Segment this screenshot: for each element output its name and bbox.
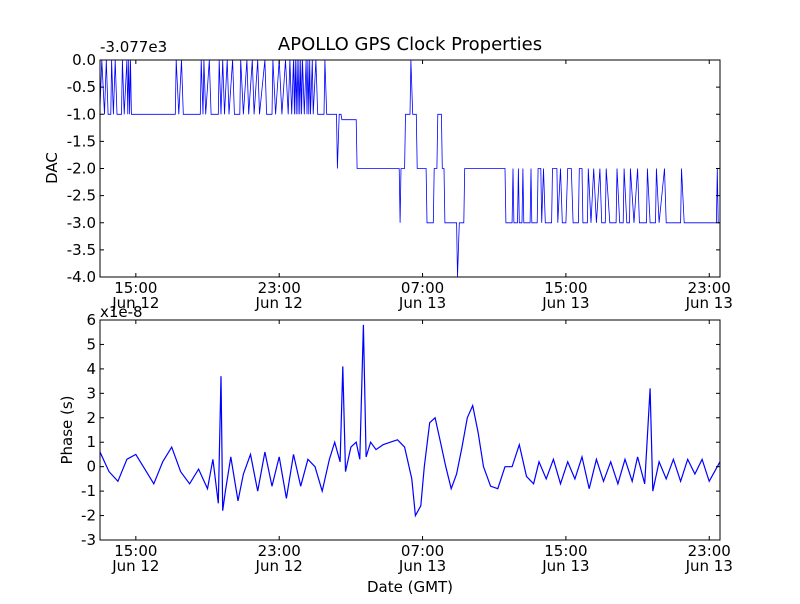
dac-ytick-label: -3.0 [67,214,96,232]
dac-ytick-label: -2.5 [67,187,96,205]
phase-xtick-date-label: Jun 12 [111,557,159,575]
phase-xtick-time-label: 15:00 [544,542,587,560]
phase-ytick-label: 6 [86,311,96,329]
phase-xtick-time-label: 15:00 [114,542,157,560]
phase-ytick-label: -3 [81,531,96,549]
phase-panel: x1e-8 Phase (s) Date (GMT) 6 5 4 3 2 1 0 -1 -2 -3… [58,303,733,596]
dac-ytick-label: -4.0 [67,268,96,286]
dac-xtick-date-label: Jun 12 [255,294,303,312]
dac-ytick-label: -0.5 [67,78,96,96]
phase-xtick-time-label: 23:00 [258,542,301,560]
dac-xtick-time-label: 07:00 [401,279,444,297]
phase-axes-frame [99,319,721,541]
date-axis-label: Date (GMT) [367,578,453,596]
phase-xtick-date-label: Jun 13 [398,557,446,575]
dac-ytick-label: -2.0 [67,160,96,178]
dac-plot-area: 0.0 -0.5 -1.0 -1.5 -2.0 -2.5 -3.0 -3.5 -4.0 15:00… [67,51,733,312]
dac-xtick-time-label: 15:00 [544,279,587,297]
phase-ytick-label: 4 [86,360,96,378]
dac-xtick-date-label: Jun 13 [398,294,446,312]
figure-title: APOLLO GPS Clock Properties [278,34,542,55]
dac-ytick-label: -3.5 [67,241,96,259]
dac-xtick-time-label: 23:00 [688,279,731,297]
dac-axis-label: DAC [43,152,61,184]
phase-xtick-date-label: Jun 13 [685,557,733,575]
dac-ytick-label: -1.0 [67,105,96,123]
phase-ytick-label: -1 [81,482,96,500]
dac-offset-text: -3.077e3 [100,38,167,56]
phase-xtick-time-label: 23:00 [688,542,731,560]
phase-series-line-0 [100,324,720,518]
dac-series-line-0 [100,60,720,277]
phase-ytick-label: 5 [86,335,96,353]
dac-xtick-time-label: 23:00 [258,279,301,297]
dac-xtick-date-label: Jun 13 [685,294,733,312]
dac-xtick-date-label: Jun 13 [541,294,589,312]
phase-ytick-label: 2 [86,409,96,427]
phase-xtick-date-label: Jun 13 [541,557,589,575]
phase-ytick-label: -2 [81,507,96,525]
dac-panel: -3.077e3 DAC 0.0 -0.5 -1.0 -1.5 -2.0 -2.5 -3.0… [43,38,733,312]
phase-ytick-label: 0 [86,458,96,476]
dac-xtick-date-label: Jun 12 [111,294,159,312]
phase-ytick-label: 1 [86,433,96,451]
phase-offset-text: x1e-8 [100,303,143,321]
phase-xtick-date-label: Jun 12 [255,557,303,575]
phase-axis-label: Phase (s) [58,395,76,464]
phase-xtick-time-label: 07:00 [401,542,444,560]
dac-ytick-label: -1.5 [67,132,96,150]
dac-xtick-time-label: 15:00 [114,279,157,297]
phase-ytick-label: 3 [86,384,96,402]
dac-ytick-label: 0.0 [72,51,96,69]
